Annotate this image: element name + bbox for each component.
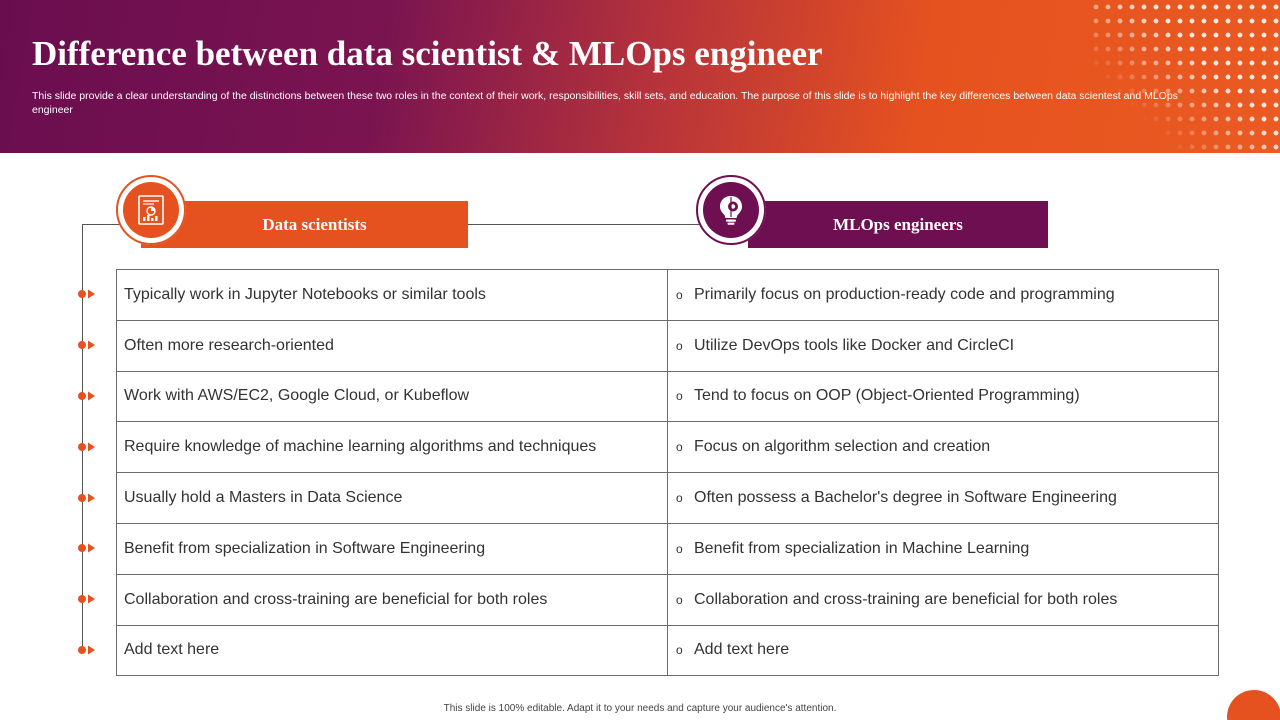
mlops-engineer-cell: o Primarily focus on production-ready cod…: [667, 269, 1219, 321]
bullet-marker: o: [676, 541, 683, 556]
column-header-mlops-engineers: MLOps engineers: [748, 201, 1048, 248]
mlops-engineer-cell: o Collaboration and cross-training are be…: [667, 573, 1219, 626]
timeline-marker-icon: [78, 289, 95, 299]
bullet-marker: o: [676, 338, 683, 353]
timeline-marker-icon: [78, 543, 95, 553]
bullet-marker: o: [676, 287, 683, 302]
report-chart-badge: [116, 175, 186, 245]
page-subtitle: This slide provide a clear understanding…: [32, 90, 1178, 116]
mlops-engineer-text: Benefit from specialization in Machine L…: [694, 539, 1030, 557]
bullet-marker: o: [676, 389, 683, 404]
mlops-engineer-cell: o Add text here: [667, 624, 1219, 677]
bullet-marker: o: [676, 440, 683, 455]
table-row: Often more research-oriented o Utilize Dev…: [116, 319, 1219, 372]
dot-pattern: [1090, 0, 1280, 153]
report-chart-icon: [138, 195, 164, 225]
data-scientist-cell: Benefit from specialization in Software …: [116, 522, 668, 575]
timeline-marker-icon: [78, 594, 95, 604]
mlops-engineer-cell: o Tend to focus on OOP (Object-Oriented P…: [667, 370, 1219, 423]
mlops-engineer-text: Collaboration and cross-training are ben…: [694, 590, 1118, 608]
comparison-table: Typically work in Jupyter Notebooks or s…: [116, 269, 1219, 677]
data-scientist-cell: Add text here: [116, 624, 668, 677]
bulb-gear-badge: [696, 175, 766, 245]
corner-decoration: [1227, 690, 1280, 720]
column-header-data-scientists: Data scientists: [141, 201, 468, 248]
mlops-engineer-cell: o Benefit from specialization in Machine …: [667, 522, 1219, 575]
data-scientist-cell: Usually hold a Masters in Data Science: [116, 472, 668, 524]
timeline-marker-icon: [78, 493, 95, 503]
mlops-engineer-text: Primarily focus on production-ready code…: [694, 285, 1115, 303]
mlops-engineer-cell: o Often possess a Bachelor's degree in So…: [667, 472, 1219, 524]
table-row: Add text here o Add text here: [116, 624, 1219, 677]
mlops-engineer-cell: o Utilize DevOps tools like Docker and Ci…: [667, 319, 1219, 372]
column-header-label: MLOps engineers: [833, 214, 963, 234]
table-row: Benefit from specialization in Software …: [116, 522, 1219, 575]
mlops-engineer-text: Focus on algorithm selection and creatio…: [694, 438, 991, 456]
mlops-engineer-text: Tend to focus on OOP (Object-Oriented Pr…: [694, 387, 1080, 405]
page-title: Difference between data scientist & MLOp…: [32, 34, 823, 73]
bullet-marker: o: [676, 592, 683, 607]
data-scientist-cell: Collaboration and cross-training are ben…: [116, 573, 668, 626]
mlops-engineer-text: Add text here: [694, 641, 790, 659]
mlops-engineer-text: Often possess a Bachelor's degree in Sof…: [694, 489, 1117, 507]
timeline-marker-icon: [78, 391, 95, 401]
timeline-line: [82, 224, 83, 650]
timeline-marker-icon: [78, 340, 95, 350]
timeline-marker-icon: [78, 442, 95, 452]
data-scientist-cell: Require knowledge of machine learning al…: [116, 421, 668, 474]
connector-middle: [468, 224, 700, 225]
table-row: Work with AWS/EC2, Google Cloud, or Kube…: [116, 370, 1219, 423]
table-row: Usually hold a Masters in Data Science o O…: [116, 472, 1219, 524]
data-scientist-cell: Often more research-oriented: [116, 319, 668, 372]
column-header-label: Data scientists: [262, 214, 367, 234]
table-row: Typically work in Jupyter Notebooks or s…: [116, 269, 1219, 321]
table-row: Collaboration and cross-training are ben…: [116, 573, 1219, 626]
footer-note: This slide is 100% editable. Adapt it to…: [443, 703, 837, 714]
bulb-gear-icon: [720, 196, 742, 225]
timeline-marker-icon: [78, 645, 95, 655]
connector-left: [82, 224, 122, 225]
bullet-marker: o: [676, 643, 683, 658]
data-scientist-cell: Typically work in Jupyter Notebooks or s…: [116, 269, 668, 321]
bullet-marker: o: [676, 491, 683, 506]
mlops-engineer-text: Utilize DevOps tools like Docker and Cir…: [694, 336, 1015, 354]
data-scientist-cell: Work with AWS/EC2, Google Cloud, or Kube…: [116, 370, 668, 423]
mlops-engineer-cell: o Focus on algorithm selection and creati…: [667, 421, 1219, 474]
table-row: Require knowledge of machine learning al…: [116, 421, 1219, 474]
header-banner: Difference between data scientist & MLOp…: [0, 0, 1280, 153]
